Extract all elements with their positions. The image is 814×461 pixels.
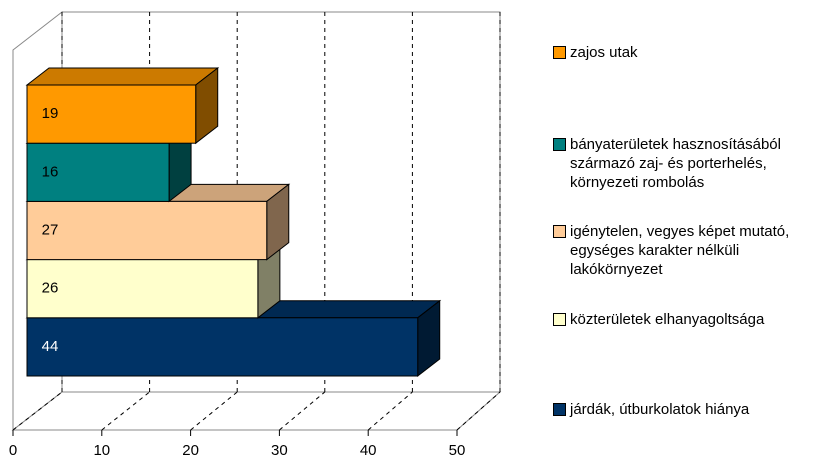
legend-item: járdák, útburkolatok hiánya bbox=[553, 400, 811, 419]
bar-top bbox=[25, 67, 220, 86]
x-tick-label: 40 bbox=[360, 442, 377, 459]
legend-swatch bbox=[553, 225, 566, 238]
legend-label: zajos utak bbox=[570, 44, 638, 61]
floor-grid-line bbox=[190, 391, 238, 431]
legend-swatch bbox=[553, 313, 566, 326]
legend-label: járdák, útburkolatok hiánya bbox=[570, 401, 750, 418]
legend-swatch bbox=[553, 403, 566, 416]
legend-label: bányaterületek hasznosításából származó … bbox=[570, 136, 781, 191]
x-tick-label: 20 bbox=[182, 442, 199, 459]
value-label: 16 bbox=[42, 163, 59, 180]
value-label: 26 bbox=[42, 280, 59, 297]
value-label: 44 bbox=[42, 338, 59, 355]
bar bbox=[26, 317, 419, 377]
legend-item: zajos utak bbox=[553, 43, 811, 62]
floor-grid-line bbox=[367, 391, 413, 431]
floor-grid-line bbox=[101, 391, 150, 431]
x-tick-label: 0 bbox=[9, 442, 17, 459]
x-tick-label: 10 bbox=[93, 442, 110, 459]
floor-grid-line bbox=[456, 391, 501, 431]
value-label: 27 bbox=[42, 221, 59, 238]
legend-label: igénytelen, vegyes képet mutató, egysége… bbox=[570, 223, 790, 278]
legend-item: igénytelen, vegyes képet mutató, egysége… bbox=[553, 222, 811, 279]
bar bbox=[26, 200, 268, 261]
legend-label: közterületek elhanyagoltsága bbox=[570, 311, 765, 328]
x-tick-label: 30 bbox=[271, 442, 288, 459]
legend-item: közterületek elhanyagoltsága bbox=[553, 310, 811, 329]
legend-swatch bbox=[553, 46, 566, 59]
legend-item: bányaterületek hasznosításából származó … bbox=[553, 135, 811, 192]
legend-swatch bbox=[553, 138, 566, 151]
floor bbox=[11, 391, 502, 431]
bar bbox=[26, 259, 259, 319]
floor-grid-line bbox=[12, 391, 63, 431]
x-tick-label: 50 bbox=[449, 442, 466, 459]
bar bbox=[26, 142, 170, 202]
value-label: 19 bbox=[42, 105, 59, 122]
bar bbox=[26, 84, 197, 144]
floor-grid-line bbox=[279, 391, 326, 431]
